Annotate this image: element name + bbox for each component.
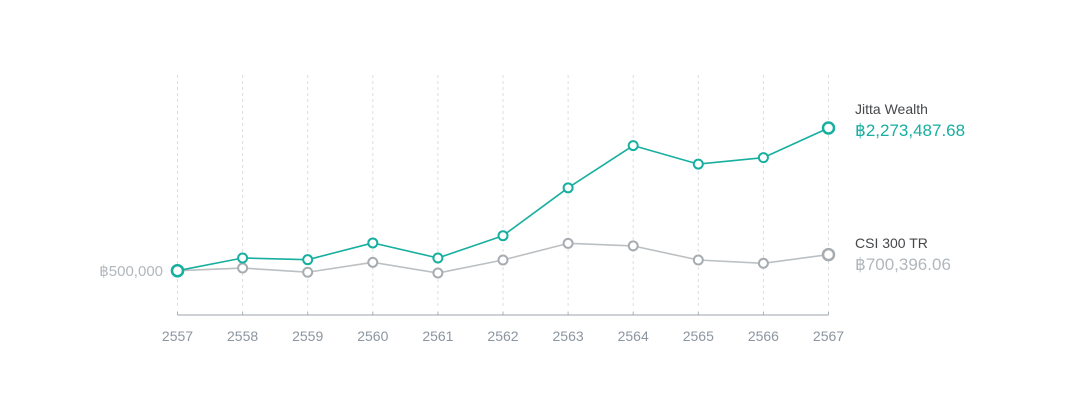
data-point-csi-300-tr[interactable]: [562, 237, 574, 249]
data-point-csi-300-tr[interactable]: [757, 257, 769, 269]
legend-jitta-value: ฿2,273,487.68: [855, 121, 966, 141]
baseline-value-label: ฿500,000: [99, 263, 163, 280]
data-point-jitta-wealth[interactable]: [757, 152, 769, 164]
legend-jitta-name: Jitta Wealth: [855, 101, 928, 117]
data-point-jitta-wealth[interactable]: [562, 182, 574, 194]
gridlines: [177, 75, 829, 308]
data-point-csi-300-tr[interactable]: [692, 254, 704, 266]
x-tick-label: 2561: [422, 328, 453, 344]
x-tick-label: 2558: [227, 328, 258, 344]
data-point-csi-300-tr[interactable]: [367, 256, 379, 268]
x-tick-label: 2564: [618, 328, 649, 344]
data-point-csi-300-tr[interactable]: [432, 267, 444, 279]
legend-jitta-wealth: Jitta Wealth ฿2,273,487.68: [855, 100, 965, 142]
data-point-jitta-wealth[interactable]: [170, 263, 185, 278]
data-point-jitta-wealth[interactable]: [821, 121, 836, 135]
legend-csi-name: CSI 300 TR: [855, 235, 928, 251]
x-tick-label: 2565: [683, 328, 714, 344]
x-tick-label: 2557: [162, 328, 193, 344]
legend-csi-300-tr: CSI 300 TR ฿700,396.06: [855, 234, 951, 276]
data-point-csi-300-tr[interactable]: [497, 254, 509, 266]
data-point-csi-300-tr[interactable]: [627, 240, 639, 252]
data-point-jitta-wealth[interactable]: [627, 140, 639, 152]
data-point-jitta-wealth[interactable]: [367, 237, 379, 249]
series-jitta-wealth: [170, 121, 836, 278]
data-point-jitta-wealth[interactable]: [432, 252, 444, 264]
data-point-jitta-wealth[interactable]: [302, 254, 314, 266]
x-tick-label: 2560: [357, 328, 388, 344]
data-point-jitta-wealth[interactable]: [497, 230, 509, 242]
x-tick-label: 2566: [748, 328, 779, 344]
data-point-csi-300-tr[interactable]: [821, 247, 836, 262]
x-tick-label: 2559: [292, 328, 323, 344]
data-point-csi-300-tr[interactable]: [237, 262, 249, 274]
x-tick-label: 2562: [487, 328, 518, 344]
x-axis: 2557 2558 2559 2560 2561 2562 2563 2564 2565 2566…: [162, 311, 844, 344]
x-tick-label: 2567: [813, 328, 844, 344]
legend-csi-value: ฿700,396.06: [855, 255, 951, 275]
data-point-csi-300-tr[interactable]: [302, 266, 314, 278]
x-tick-label: 2563: [553, 328, 584, 344]
data-point-jitta-wealth[interactable]: [237, 252, 249, 264]
data-point-jitta-wealth[interactable]: [692, 158, 704, 170]
